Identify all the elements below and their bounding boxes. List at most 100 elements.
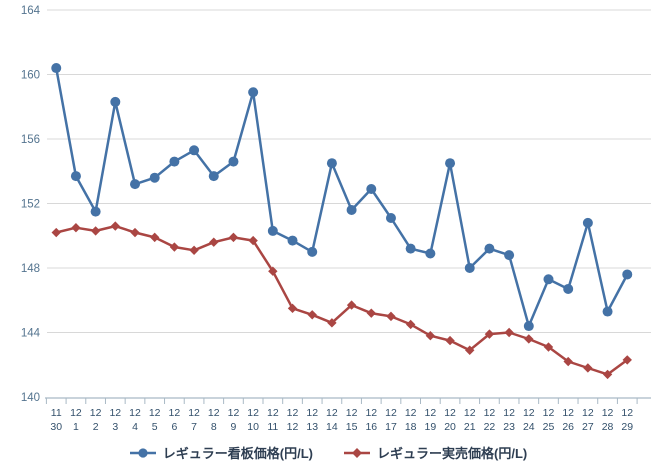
x-axis-month-label: 12 xyxy=(287,407,299,419)
x-axis-day-label: 14 xyxy=(326,421,338,433)
signboard-price-point xyxy=(405,243,416,254)
x-axis-day-label: 28 xyxy=(602,421,614,433)
x-axis-month-label: 12 xyxy=(267,407,279,419)
actual-price-point xyxy=(386,311,396,322)
signboard-price-point xyxy=(267,225,278,236)
signboard-price-point xyxy=(563,283,574,294)
x-axis-month-label: 12 xyxy=(90,407,102,419)
actual-price-point xyxy=(484,329,495,339)
actual-price-point xyxy=(622,355,632,365)
x-axis-day-label: 10 xyxy=(247,421,259,433)
signboard-price-point xyxy=(622,269,633,280)
red-diamond-marker-icon xyxy=(344,447,370,458)
x-axis-day-label: 16 xyxy=(365,421,377,433)
actual-price-point xyxy=(268,266,278,276)
actual-price-point xyxy=(228,232,239,243)
actual-price-point xyxy=(130,227,140,238)
actual-price-point xyxy=(71,222,81,233)
x-axis-day-label: 19 xyxy=(425,421,437,433)
x-axis-month-label: 12 xyxy=(70,407,82,419)
actual-price-point xyxy=(307,310,317,320)
x-axis-month-label: 12 xyxy=(129,407,141,419)
signboard-price-point xyxy=(523,321,534,332)
x-axis-month-label: 12 xyxy=(385,407,397,419)
x-axis-month-label: 12 xyxy=(326,407,338,419)
blue-circle-marker-icon xyxy=(129,447,156,458)
y-axis-label: 140 xyxy=(21,392,40,404)
signboard-price-point xyxy=(464,263,475,273)
signboard-price-point xyxy=(169,156,180,167)
x-axis-day-label: 17 xyxy=(385,421,397,433)
actual-price-point xyxy=(504,327,514,338)
x-axis-month-label: 12 xyxy=(562,407,574,419)
legend-label-actual-price: レギュラー実売価格(円/L) xyxy=(377,446,528,461)
x-axis-day-label: 9 xyxy=(231,421,237,433)
legend-item-signboard-price: レギュラー看板価格(円/L) xyxy=(129,443,313,462)
signboard-price-point xyxy=(287,235,298,246)
x-axis-month-label: 12 xyxy=(109,407,121,419)
signboard-price-point xyxy=(51,63,62,74)
x-axis-month-label: 12 xyxy=(425,407,437,419)
x-axis-month-label: 12 xyxy=(621,407,633,419)
x-axis-day-label: 12 xyxy=(287,421,299,433)
signboard-price-point xyxy=(543,274,554,285)
x-axis-day-label: 23 xyxy=(503,421,515,433)
signboard-price-point xyxy=(425,248,436,259)
actual-price-point xyxy=(209,237,219,247)
signboard-price-point xyxy=(228,156,239,167)
x-axis-month-label: 12 xyxy=(247,407,259,419)
x-axis-month-label: 12 xyxy=(228,407,240,419)
x-axis-day-label: 13 xyxy=(306,421,318,433)
x-axis-month-label: 12 xyxy=(365,407,377,419)
x-axis-month-label: 12 xyxy=(464,407,476,419)
x-axis-month-label: 12 xyxy=(484,407,496,419)
x-axis-day-label: 26 xyxy=(562,421,574,433)
x-axis-day-label: 11 xyxy=(267,421,278,433)
actual-price-point xyxy=(248,235,258,246)
actual-price-point xyxy=(327,318,337,328)
legend-item-actual-price: レギュラー実売価格(円/L) xyxy=(343,443,527,462)
x-axis-day-label: 29 xyxy=(621,421,633,433)
actual-price-point xyxy=(583,363,593,373)
actual-price-point xyxy=(51,227,61,238)
signboard-price-point xyxy=(484,243,495,254)
y-axis-label: 152 xyxy=(21,199,40,211)
x-axis-month-label: 12 xyxy=(208,407,220,419)
y-axis-label: 160 xyxy=(21,70,40,82)
x-axis-month-label: 11 xyxy=(51,407,62,419)
x-axis-day-label: 21 xyxy=(464,421,476,433)
actual-price-point xyxy=(366,308,376,318)
actual-price-point xyxy=(110,221,121,231)
actual-price-line xyxy=(54,224,629,376)
x-axis-day-label: 4 xyxy=(132,421,138,433)
x-axis-month-label: 12 xyxy=(543,407,555,419)
actual-price-point xyxy=(563,356,573,367)
signboard-price-point xyxy=(582,217,593,228)
x-axis-day-label: 6 xyxy=(171,421,177,433)
signboard-price-point xyxy=(504,250,515,261)
signboard-price-point xyxy=(110,96,121,107)
x-axis-month-label: 12 xyxy=(503,407,515,419)
x-axis-month-label: 12 xyxy=(405,407,417,419)
y-axis-label: 148 xyxy=(21,263,40,275)
x-axis-month-label: 12 xyxy=(188,407,200,419)
signboard-price-point xyxy=(326,158,337,169)
signboard-price-point xyxy=(366,183,377,194)
actual-price-point xyxy=(169,242,180,252)
signboard-price-point xyxy=(90,206,101,217)
x-axis-day-label: 25 xyxy=(543,421,555,433)
signboard-price-point xyxy=(385,213,396,224)
x-axis-day-label: 18 xyxy=(405,421,417,433)
x-axis-day-label: 22 xyxy=(484,421,496,433)
actual-price-point xyxy=(346,300,357,310)
x-axis-day-label: 30 xyxy=(50,421,62,433)
signboard-price-point xyxy=(149,172,160,183)
x-axis-day-label: 1 xyxy=(73,421,79,433)
actual-price-point xyxy=(425,331,436,341)
signboard-price-point xyxy=(208,171,219,182)
x-axis-day-label: 3 xyxy=(112,421,118,433)
y-axis-label: 164 xyxy=(21,5,41,17)
actual-price-point xyxy=(287,303,298,314)
signboard-price-line xyxy=(54,66,629,328)
